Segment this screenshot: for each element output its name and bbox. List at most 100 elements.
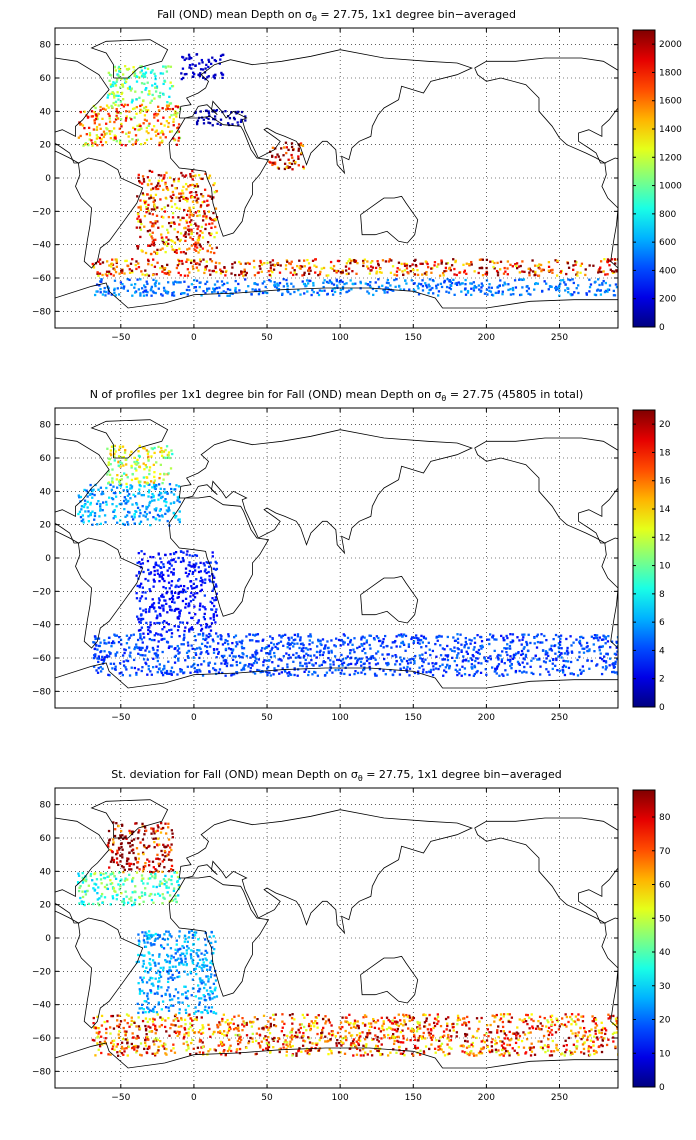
y-tick-label: −40 <box>32 621 51 631</box>
y-tick-label: 40 <box>40 107 52 117</box>
x-tick-label: 0 <box>191 1093 197 1103</box>
y-tick-label: −40 <box>32 1001 51 1011</box>
coastline <box>168 495 270 617</box>
y-tick-label: −60 <box>32 274 51 284</box>
colorbar-tick-label: 0 <box>659 703 665 713</box>
data-region <box>180 53 225 81</box>
y-tick-label: −60 <box>32 1034 51 1044</box>
data-region <box>77 483 181 527</box>
data-region <box>76 871 181 907</box>
x-tick-label: −50 <box>111 1093 130 1103</box>
colorbar-tick-label: 10 <box>659 1049 671 1059</box>
x-tick-label: −50 <box>111 713 130 723</box>
coastline <box>55 817 110 924</box>
coastline <box>168 875 270 997</box>
x-tick-label: 100 <box>332 713 349 723</box>
depth-panel: Fall (OND) mean Depth on σθ = 27.75, 1x1… <box>0 0 696 380</box>
x-tick-label: 0 <box>191 713 197 723</box>
x-tick-label: 100 <box>332 1093 349 1103</box>
y-tick-label: −20 <box>32 587 51 597</box>
data-region <box>135 550 219 636</box>
colorbar <box>632 789 656 1088</box>
x-tick-label: 150 <box>405 333 422 343</box>
y-tick-label: 0 <box>45 554 51 564</box>
colorbar-tick-label: 1000 <box>659 182 682 192</box>
colorbar-tick-label: 80 <box>659 813 671 823</box>
colorbar-tick-label: 1800 <box>659 68 682 78</box>
data-region <box>135 929 219 1015</box>
x-tick-label: 150 <box>405 1093 422 1103</box>
colorbar-tick-label: 70 <box>659 847 671 857</box>
x-tick-label: 250 <box>551 713 568 723</box>
y-tick-label: 60 <box>40 454 52 464</box>
coastline <box>178 809 473 935</box>
data-region <box>106 821 175 874</box>
x-tick-label: 200 <box>478 713 495 723</box>
colorbar-tick-label: 400 <box>659 266 676 276</box>
coastline <box>360 955 419 1004</box>
colorbar-tick-label: 40 <box>659 948 671 958</box>
colorbar-tick-label: 0 <box>659 323 665 333</box>
chart-title: Fall (OND) mean Depth on σθ = 27.75, 1x1… <box>157 8 516 23</box>
colorbar-tick-label: 20 <box>659 420 671 430</box>
y-tick-label: 40 <box>40 487 52 497</box>
coastline <box>75 157 144 269</box>
coastline <box>75 537 144 649</box>
y-tick-label: 0 <box>45 934 51 944</box>
coastline <box>55 662 618 708</box>
data-region <box>106 65 175 105</box>
map-area <box>55 39 618 328</box>
y-tick-label: 80 <box>40 421 52 431</box>
y-tick-label: 40 <box>40 867 52 877</box>
coastline <box>90 419 169 459</box>
coastline <box>55 57 110 164</box>
colorbar-tick-label: 20 <box>659 1016 671 1026</box>
data-region <box>135 169 219 256</box>
y-tick-label: −40 <box>32 241 51 251</box>
colorbar-tick-label: 1400 <box>659 125 682 135</box>
map-area <box>55 799 618 1088</box>
y-tick-label: −60 <box>32 654 51 664</box>
coastline <box>55 437 110 544</box>
colorbar-tick-label: 16 <box>659 477 671 487</box>
y-tick-label: 80 <box>40 41 52 51</box>
axes-frame <box>54 27 619 329</box>
chart-title: N of profiles per 1x1 degree bin for Fal… <box>90 388 584 403</box>
axes-frame <box>54 787 619 1089</box>
x-tick-label: 250 <box>551 1093 568 1103</box>
coastline <box>55 1042 618 1088</box>
x-tick-label: 200 <box>478 333 495 343</box>
data-region <box>77 103 182 147</box>
colorbar <box>632 409 656 708</box>
colorbar-tick-label: 50 <box>659 914 671 924</box>
y-tick-label: 20 <box>40 901 52 911</box>
colorbar-tick-label: 800 <box>659 210 676 220</box>
colorbar-tick-label: 200 <box>659 295 676 305</box>
x-tick-label: 50 <box>261 713 273 723</box>
colorbar-tick-label: 600 <box>659 238 676 248</box>
colorbar-tick-label: 2 <box>659 675 665 685</box>
x-tick-label: 250 <box>551 333 568 343</box>
colorbar <box>632 29 656 328</box>
colorbar-tick-label: 0 <box>659 1083 665 1093</box>
y-tick-label: 80 <box>40 801 52 811</box>
x-tick-label: 50 <box>261 333 273 343</box>
chart-title: St. deviation for Fall (OND) mean Depth … <box>111 768 561 783</box>
x-tick-label: 50 <box>261 1093 273 1103</box>
colorbar-tick-label: 30 <box>659 982 671 992</box>
panel-svg: St. deviation for Fall (OND) mean Depth … <box>32 768 671 1103</box>
coastline <box>55 282 618 328</box>
data-region <box>91 258 618 277</box>
axes-frame <box>54 407 619 709</box>
colorbar-tick-label: 6 <box>659 618 665 628</box>
y-tick-label: −20 <box>32 967 51 977</box>
x-tick-label: −50 <box>111 333 130 343</box>
panel-svg: N of profiles per 1x1 degree bin for Fal… <box>32 388 671 723</box>
panel-svg: Fall (OND) mean Depth on σθ = 27.75, 1x1… <box>32 8 682 343</box>
data-region <box>106 444 174 486</box>
y-tick-label: 0 <box>45 174 51 184</box>
y-tick-label: 20 <box>40 521 52 531</box>
y-tick-label: −20 <box>32 207 51 217</box>
profile-count-panel: N of profiles per 1x1 degree bin for Fal… <box>0 380 696 760</box>
y-tick-label: −80 <box>32 1067 51 1077</box>
